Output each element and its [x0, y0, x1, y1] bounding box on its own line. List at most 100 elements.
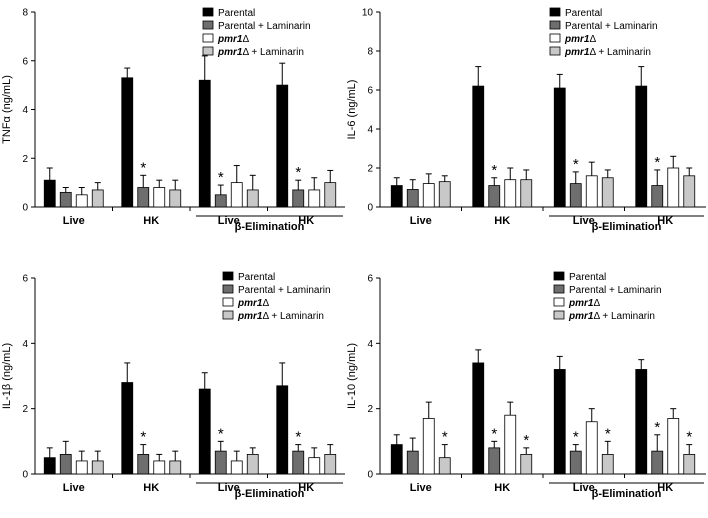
y-tick-label: 2 — [367, 164, 373, 175]
bar-4 — [520, 453, 533, 475]
y-tick-label: 2 — [22, 154, 28, 165]
legend-label-4: pmr1Δ + Laminarin — [237, 311, 324, 322]
bar-1 — [276, 84, 289, 208]
category-label: HK — [298, 215, 314, 227]
legend-label-rest: Δ + Laminarin — [589, 47, 650, 58]
bar-4 — [324, 182, 337, 208]
category-label: HK — [494, 482, 510, 494]
y-tick-label: 0 — [367, 203, 373, 214]
y-tick-label: 0 — [22, 203, 28, 214]
legend-label-4: pmr1Δ + Laminarin — [568, 311, 655, 322]
y-axis-label: IL-6 (ng/mL) — [346, 80, 358, 140]
legend-swatch-4 — [222, 310, 234, 320]
bar-4 — [246, 189, 259, 208]
legend-label-rest: Δ — [593, 298, 600, 309]
legend-swatch-4 — [553, 310, 565, 320]
significance-asterisk: * — [295, 164, 301, 181]
category-label: HK — [494, 215, 510, 227]
legend-swatch-4 — [549, 46, 561, 56]
y-tick-label: 2 — [367, 404, 373, 415]
legend-label-italic: pmr1 — [568, 311, 594, 322]
y-tick-label: 8 — [22, 8, 28, 19]
significance-asterisk: * — [140, 159, 146, 176]
y-tick-label: 6 — [22, 274, 28, 285]
group-label: β-Elimination — [592, 488, 662, 500]
bar-1 — [276, 385, 289, 475]
bar-3 — [667, 167, 680, 208]
bar-1 — [43, 457, 56, 475]
bar-4 — [91, 189, 104, 208]
legend-label-italic: pmr1 — [568, 298, 594, 309]
bar-3 — [230, 460, 243, 475]
category-label: Live — [63, 215, 85, 227]
legend-swatch-2 — [553, 284, 565, 294]
significance-asterisk: * — [491, 162, 497, 179]
legend-swatch-4 — [202, 46, 214, 56]
significance-asterisk: * — [218, 425, 224, 442]
bar-2 — [292, 450, 305, 475]
significance-asterisk: * — [654, 419, 660, 436]
bar-1 — [390, 444, 403, 475]
bar-3 — [308, 189, 321, 208]
legend-label-3: pmr1Δ — [217, 34, 249, 45]
bar-4 — [683, 453, 696, 475]
legend-label-rest: Δ — [589, 34, 596, 45]
bar-3 — [153, 187, 166, 208]
y-tick-label: 6 — [22, 56, 28, 67]
legend-swatch-2 — [202, 20, 214, 30]
legend-swatch-1 — [549, 7, 561, 17]
legend-swatch-1 — [202, 7, 214, 17]
legend-swatch-3 — [222, 297, 234, 307]
legend-label-rest: Δ + Laminarin — [242, 47, 303, 58]
bar-2 — [214, 450, 227, 475]
significance-asterisk: * — [218, 169, 224, 186]
significance-asterisk: * — [573, 429, 579, 446]
legend-label-4: pmr1Δ + Laminarin — [217, 47, 304, 58]
category-label: Live — [218, 215, 240, 227]
category-label: HK — [657, 215, 673, 227]
group-label: β-Elimination — [235, 488, 305, 500]
group-label: β-Elimination — [235, 221, 305, 233]
significance-asterisk: * — [491, 425, 497, 442]
bar-2 — [214, 194, 227, 208]
y-tick-label: 4 — [22, 339, 28, 350]
category-label: HK — [143, 215, 159, 227]
legend-label-italic: pmr1 — [564, 47, 590, 58]
bar-4 — [324, 453, 337, 475]
bar-4 — [601, 177, 614, 208]
bar-1 — [198, 388, 211, 475]
legend-label-2: Parental + Laminarin — [218, 21, 311, 32]
y-tick-label: 10 — [362, 8, 374, 19]
bar-2 — [488, 447, 501, 475]
bar-2 — [59, 191, 72, 208]
bar-4 — [683, 175, 696, 208]
legend-label-2: Parental + Laminarin — [569, 285, 662, 296]
legend-label-rest: Δ + Laminarin — [593, 311, 654, 322]
category-label: Live — [573, 215, 595, 227]
bar-1 — [472, 85, 485, 208]
legend-label-3: pmr1Δ — [568, 298, 600, 309]
bar-1 — [198, 79, 211, 208]
category-label: Live — [410, 215, 432, 227]
category-label: Live — [63, 482, 85, 494]
bar-4 — [601, 453, 614, 475]
legend-label-1: Parental — [238, 272, 275, 283]
legend-label-rest: Δ — [242, 34, 249, 45]
bar-1 — [121, 77, 134, 208]
bar-4 — [91, 460, 104, 475]
group-label: β-Elimination — [592, 221, 662, 233]
legend-label-3: pmr1Δ — [237, 298, 269, 309]
bar-3 — [230, 182, 243, 208]
bar-3 — [504, 179, 517, 208]
bar-3 — [422, 418, 435, 475]
bar-3 — [585, 421, 598, 475]
legend-swatch-3 — [549, 33, 561, 43]
significance-asterisk: * — [686, 429, 692, 446]
bar-1 — [553, 87, 566, 208]
legend-label-1: Parental — [218, 8, 255, 19]
bar-2 — [651, 185, 664, 208]
bar-2 — [59, 453, 72, 475]
bar-1 — [43, 179, 56, 208]
significance-asterisk: * — [573, 156, 579, 173]
